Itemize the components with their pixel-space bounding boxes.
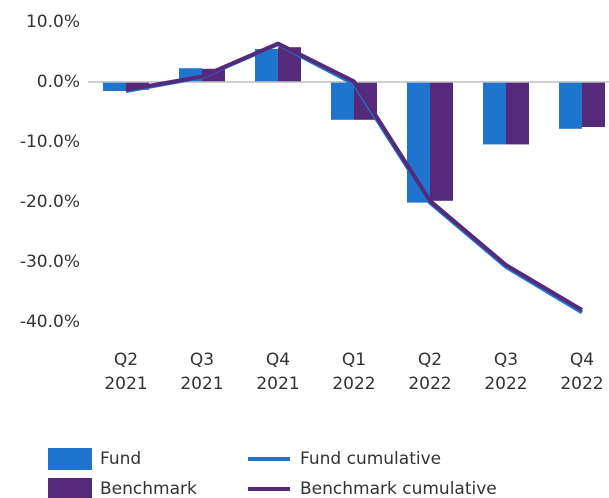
bar: [506, 82, 529, 145]
legend-swatch: [48, 448, 92, 470]
legend-label: Fund cumulative: [300, 449, 441, 469]
bar: [255, 49, 278, 82]
x-tick-label: Q3: [494, 350, 518, 370]
line: [125, 41, 584, 312]
x-tick-label: 2021: [180, 374, 223, 394]
y-tick-label: -20.0%: [20, 192, 80, 212]
legend-swatch: [48, 478, 92, 498]
x-tick-label: Q4: [266, 350, 290, 370]
x-tick-label: Q1: [342, 350, 366, 370]
x-tick-label: Q3: [190, 350, 214, 370]
y-tick-label: -40.0%: [20, 312, 80, 332]
x-tick-label: 2022: [332, 374, 375, 394]
legend-label: Fund: [100, 449, 141, 469]
y-tick-label: 10.0%: [26, 12, 80, 32]
x-tick-label: 2021: [256, 374, 299, 394]
y-tick-label: -30.0%: [20, 252, 80, 272]
bar: [103, 82, 126, 91]
y-tick-label: 0.0%: [37, 72, 80, 92]
x-tick-label: Q2: [418, 350, 442, 370]
bar: [582, 82, 605, 127]
x-tick-label: 2022: [408, 374, 451, 394]
x-tick-label: Q2: [114, 350, 138, 370]
x-tick-label: 2021: [104, 374, 147, 394]
bar: [331, 82, 354, 120]
bar: [278, 47, 301, 82]
bar: [483, 82, 506, 145]
x-tick-label: Q4: [570, 350, 594, 370]
legend-label: Benchmark cumulative: [300, 479, 497, 498]
x-tick-label: 2022: [560, 374, 603, 394]
legend-label: Benchmark: [100, 479, 197, 498]
bar: [430, 82, 453, 201]
x-tick-label: 2022: [484, 374, 527, 394]
y-tick-label: -10.0%: [20, 132, 80, 152]
bar: [559, 82, 582, 129]
